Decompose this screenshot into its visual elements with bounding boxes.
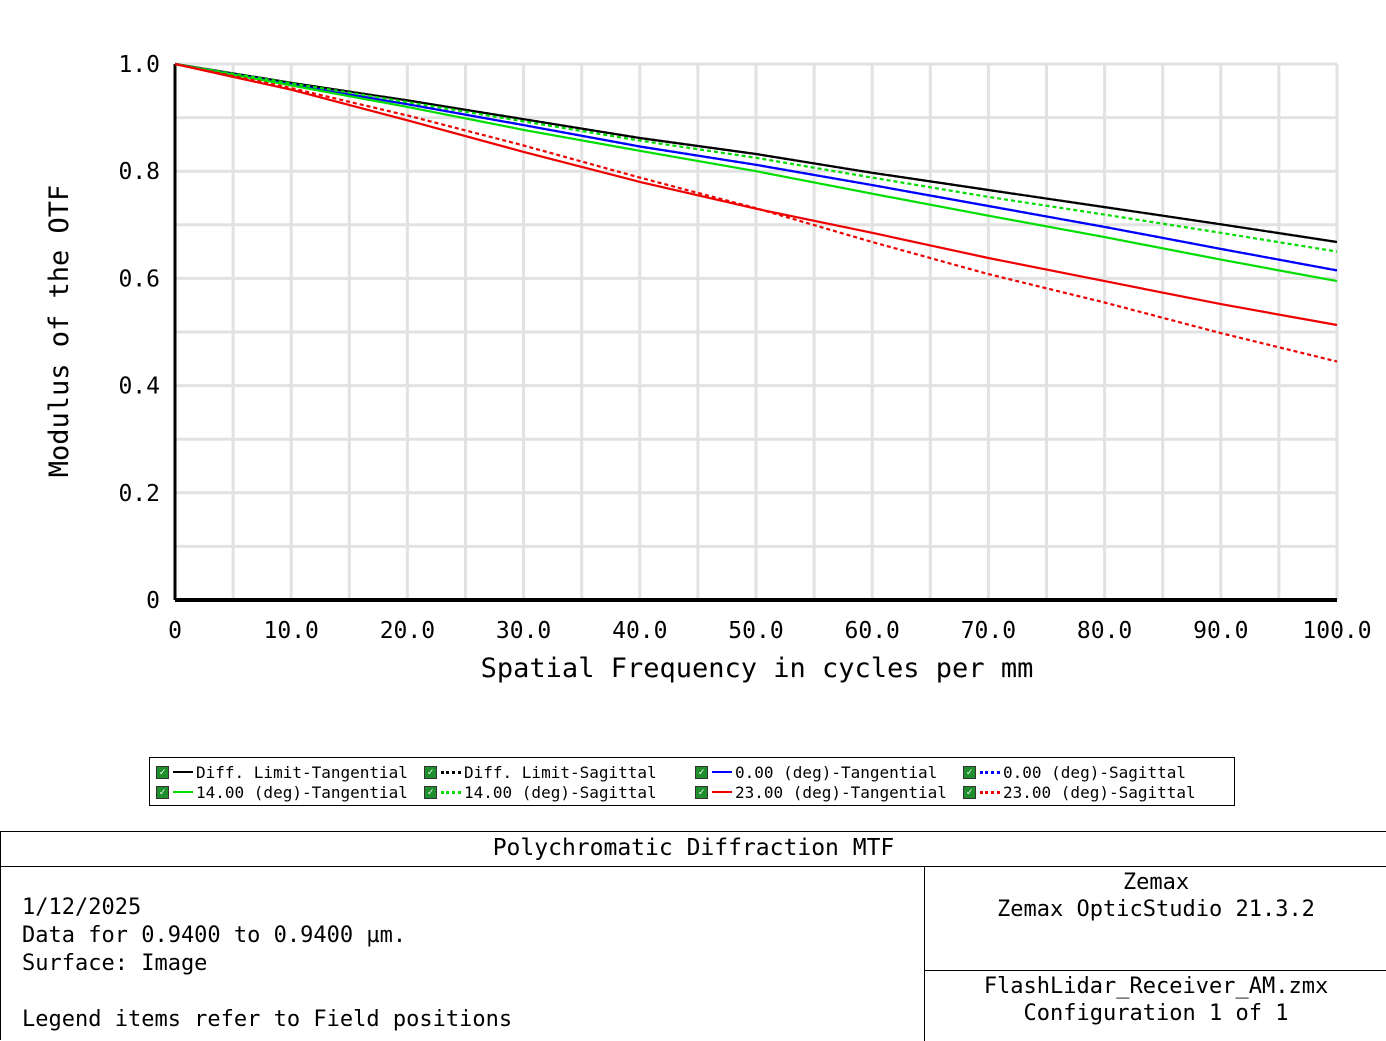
x-tick-label: 90.0 [1193, 618, 1248, 644]
y-tick-label: 0.2 [118, 481, 160, 507]
info-configuration: Configuration 1 of 1 [1023, 1001, 1289, 1026]
checkbox-icon[interactable]: ✓ [695, 785, 708, 799]
legend-label: 14.00 (deg)-Tangential [196, 782, 408, 802]
legend-item[interactable]: ✓ 0.00 (deg)-Sagittal [963, 762, 1186, 782]
x-tick-label: 50.0 [728, 618, 783, 644]
series-line-6 [174, 62, 1338, 253]
info-divider-vertical [924, 867, 925, 1041]
checkbox-icon[interactable]: ✓ [963, 765, 976, 779]
series-line-4 [174, 62, 1338, 272]
x-tick-label: 30.0 [496, 618, 551, 644]
checkbox-icon[interactable]: ✓ [424, 765, 437, 779]
series-line-8 [174, 62, 1338, 363]
legend-label: Diff. Limit-Tangential [196, 762, 408, 782]
y-tick-label: 0.8 [118, 159, 160, 185]
x-tick-label: 100.0 [1302, 618, 1371, 644]
checkbox-icon[interactable]: ✓ [156, 765, 169, 779]
legend-swatch [712, 771, 732, 773]
info-panel: Polychromatic Diffraction MTF 1/12/2025 … [0, 831, 1386, 1041]
legend-label: 0.00 (deg)-Sagittal [1003, 762, 1187, 782]
y-tick-labels: 0 0.2 0.4 0.6 0.8 1.0 [118, 52, 160, 614]
info-divider-horizontal [925, 970, 1386, 971]
legend: ✓ Diff. Limit-Tangential ✓ Diff. Limit-Sagi… [149, 757, 1235, 806]
x-tick-label: 80.0 [1077, 618, 1132, 644]
legend-swatch [441, 770, 461, 774]
legend-swatch [980, 770, 1000, 774]
series-line-5 [174, 62, 1338, 283]
checkbox-icon[interactable]: ✓ [156, 785, 169, 799]
chart-grid [175, 62, 1339, 600]
checkbox-icon[interactable]: ✓ [963, 785, 976, 799]
chart-axes [173, 64, 1337, 602]
legend-item[interactable]: ✓ 14.00 (deg)-Tangential [156, 782, 408, 802]
legend-item[interactable]: ✓ 14.00 (deg)-Sagittal [424, 782, 657, 802]
x-tick-label: 60.0 [845, 618, 900, 644]
chart-series [174, 62, 1338, 363]
plot-title: Polychromatic Diffraction MTF [1, 832, 1386, 867]
y-tick-label: 0.4 [118, 374, 160, 400]
info-blank-line [22, 978, 512, 1006]
x-tick-label: 40.0 [612, 618, 667, 644]
info-legend-note: Legend items refer to Field positions [22, 1007, 513, 1032]
y-tick-label: 0 [146, 588, 160, 614]
x-tick-label: 10.0 [264, 618, 319, 644]
legend-label: 14.00 (deg)-Sagittal [464, 782, 657, 802]
legend-label: Diff. Limit-Sagittal [464, 762, 657, 782]
x-tick-label: 70.0 [961, 618, 1016, 644]
info-product: Zemax OpticStudio 21.3.2 [997, 897, 1315, 922]
series-line-2 [174, 62, 1338, 244]
legend-swatch [712, 791, 732, 793]
legend-item[interactable]: ✓ 0.00 (deg)-Tangential [695, 762, 937, 782]
x-tick-label: 20.0 [380, 618, 435, 644]
legend-label: 23.00 (deg)-Tangential [735, 782, 947, 802]
y-tick-label: 0.6 [118, 266, 160, 292]
legend-swatch [173, 771, 193, 773]
mtf-chart: 0 10.0 20.0 30.0 40.0 50.0 60.0 70.0 80.0 90.0 100… [44, 52, 1372, 684]
x-tick-labels: 0 10.0 20.0 30.0 40.0 50.0 60.0 70.0 80.0 90.0 100… [168, 618, 1372, 644]
info-details: 1/12/2025 Data for 0.9400 to 0.9400 µm. … [22, 894, 512, 1034]
legend-swatch [980, 790, 1000, 794]
legend-label: 23.00 (deg)-Sagittal [1003, 782, 1196, 802]
legend-item[interactable]: ✓ Diff. Limit-Sagittal [424, 762, 657, 782]
info-file: FlashLidar_Receiver_AM.zmx [983, 974, 1329, 999]
x-axis-title: Spatial Frequency in cycles per mm [481, 653, 1034, 684]
legend-item[interactable]: ✓ Diff. Limit-Tangential [156, 762, 408, 782]
info-wavelength-range: Data for 0.9400 to 0.9400 µm. [22, 923, 407, 948]
legend-item[interactable]: ✓ 23.00 (deg)-Tangential [695, 782, 947, 802]
legend-swatch [441, 790, 461, 794]
info-vendor: Zemax [1122, 870, 1190, 895]
legend-swatch [173, 791, 193, 793]
checkbox-icon[interactable]: ✓ [695, 765, 708, 779]
legend-label: 0.00 (deg)-Tangential [735, 762, 938, 782]
info-date: 1/12/2025 [22, 895, 142, 920]
y-tick-label: 1.0 [118, 52, 160, 78]
checkbox-icon[interactable]: ✓ [424, 785, 437, 799]
info-surface: Surface: Image [22, 951, 208, 976]
legend-item[interactable]: ✓ 23.00 (deg)-Sagittal [963, 782, 1196, 802]
y-axis-title: Modulus of the OTF [44, 185, 75, 478]
x-tick-label: 0 [168, 618, 182, 644]
